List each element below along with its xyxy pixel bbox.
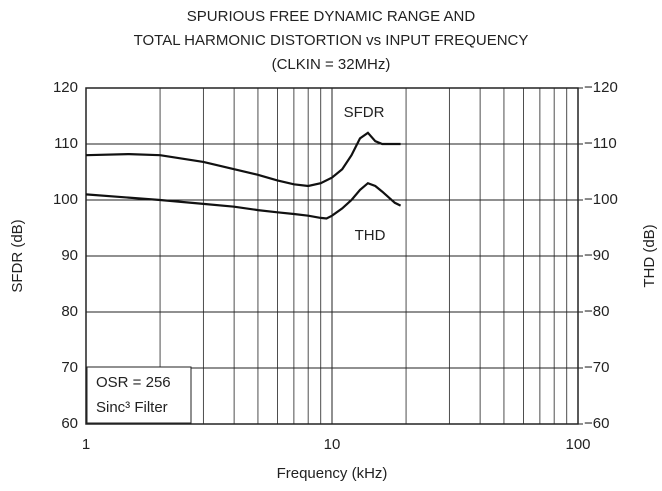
y2-tick-label: −120 [584,79,618,96]
chart-title: (CLKIN = 32MHz) [272,56,391,73]
y2-tick-label: −100 [584,191,618,208]
y-tick-label: 80 [61,303,78,320]
y-tick-label: 90 [61,247,78,264]
y-axis-label: SFDR (dB) [9,219,26,292]
annotation-box [86,366,192,424]
annotation: Sinc³ Filter [96,399,168,416]
x-axis-label: Frequency (kHz) [277,465,388,482]
annotation: OSR = 256 [96,374,171,391]
plot-frame [85,87,579,425]
x-tick-label: 1 [82,436,90,453]
series-line [85,181,402,220]
y2-tick-label: −80 [584,303,609,320]
series-label: THD [355,227,386,244]
y-tick-label: 100 [53,191,78,208]
y2-tick-label: −110 [584,135,617,152]
x-tick-label: 100 [565,436,590,453]
y2-tick-label: −70 [584,359,609,376]
y-tick-label: 120 [53,79,78,96]
chart-title: SPURIOUS FREE DYNAMIC RANGE AND [187,8,476,25]
x-tick-label: 10 [324,436,341,453]
series-label: SFDR [344,104,385,121]
y2-tick-label: −90 [584,247,609,264]
y2-axis-label: THD (dB) [641,224,658,287]
y-tick-label: 110 [54,135,78,152]
y2-tick-label: −60 [584,415,609,432]
y-tick-label: 60 [61,415,78,432]
series-line [85,131,401,188]
y-tick-label: 70 [61,359,78,376]
chart-title: TOTAL HARMONIC DISTORTION vs INPUT FREQU… [134,32,529,49]
